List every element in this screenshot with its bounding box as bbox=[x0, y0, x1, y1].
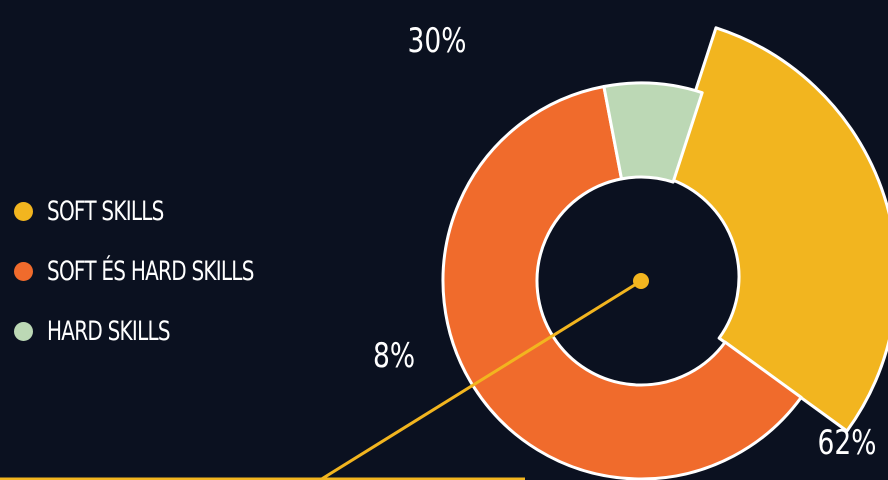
donut-slices bbox=[441, 26, 888, 480]
slice-soft-skills bbox=[665, 26, 888, 433]
chart-legend: SOFT SKILLS SOFT ÉS HARD SKILLS HARD SKI… bbox=[14, 181, 326, 361]
legend-item-soft-and-hard-skills: SOFT ÉS HARD SKILLS bbox=[14, 241, 326, 301]
slice-label-soft-and-hard-skills: 62% bbox=[818, 424, 877, 463]
legend-swatch-hard-skills bbox=[14, 321, 33, 341]
legend-label-soft-and-hard-skills: SOFT ÉS HARD SKILLS bbox=[47, 255, 254, 287]
center-dot bbox=[633, 273, 649, 289]
slice-label-soft-skills: 30% bbox=[408, 22, 467, 61]
slice-label-hard-skills: 8% bbox=[373, 337, 415, 376]
legend-item-soft-skills: SOFT SKILLS bbox=[14, 181, 326, 241]
legend-label-soft-skills: SOFT SKILLS bbox=[47, 195, 164, 227]
legend-swatch-soft-skills bbox=[14, 201, 33, 221]
slice-hard-skills bbox=[602, 81, 704, 184]
legend-label-hard-skills: HARD SKILLS bbox=[47, 315, 171, 347]
legend-swatch-soft-and-hard-skills bbox=[14, 261, 33, 281]
legend-item-hard-skills: HARD SKILLS bbox=[14, 301, 326, 361]
slice-soft-and-hard-skills bbox=[441, 85, 803, 480]
pointer-line bbox=[319, 279, 642, 480]
